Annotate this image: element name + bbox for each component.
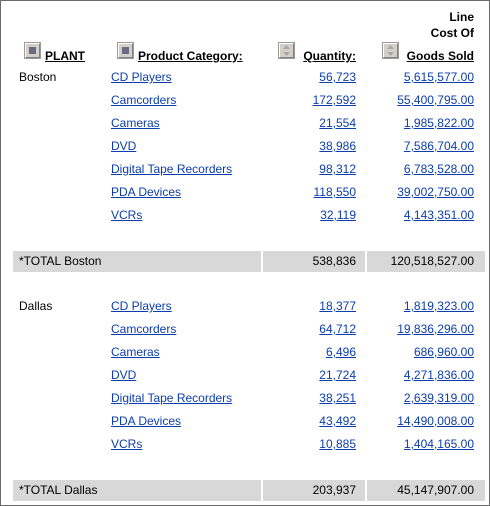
total-label: *TOTAL Boston <box>19 254 102 268</box>
table-row: PDA Devices 118,550 39,002,750.00 <box>1 182 489 205</box>
table-row: Boston CD Players 56,723 5,615,577.00 <box>1 67 489 90</box>
table-row: Cameras 21,554 1,985,822.00 <box>1 113 489 136</box>
table-row: Digital Tape Recorders 38,251 2,639,319.… <box>1 388 489 411</box>
header-quantity: Quantity: <box>303 49 356 63</box>
square-icon <box>122 47 129 54</box>
total-quantity: 538,836 <box>312 254 356 268</box>
header-category: Product Category: <box>138 49 243 63</box>
total-row: *TOTAL Boston 538,836 120,518,527.00 <box>13 251 485 272</box>
category-link[interactable]: CD Players <box>111 70 172 84</box>
category-link[interactable]: Cameras <box>111 345 160 359</box>
category-link[interactable]: CD Players <box>111 299 172 313</box>
cost-link[interactable]: 2,639,319.00 <box>403 391 474 405</box>
category-link[interactable]: VCRs <box>111 208 143 222</box>
table-row: PDA Devices 43,492 14,490,008.00 <box>1 411 489 434</box>
table-row: VCRs 10,885 1,404,165.00 <box>1 434 489 457</box>
category-link[interactable]: PDA Devices <box>111 414 182 428</box>
quantity-link[interactable]: 38,986 <box>319 139 356 153</box>
quantity-link[interactable]: 38,251 <box>319 391 356 405</box>
category-sort-button[interactable] <box>118 43 133 58</box>
category-link[interactable]: VCRs <box>111 437 143 451</box>
table-row: DVD 38,986 7,586,704.00 <box>1 136 489 159</box>
cost-link[interactable]: 686,960.00 <box>413 345 474 359</box>
category-link[interactable]: DVD <box>111 368 137 382</box>
quantity-link[interactable]: 172,592 <box>312 93 356 107</box>
total-cost: 45,147,907.00 <box>397 483 474 497</box>
header-cost: Goods Sold <box>406 49 474 63</box>
category-link[interactable]: Digital Tape Recorders <box>111 162 233 176</box>
total-label-cell: *TOTAL Boston <box>13 251 261 272</box>
quantity-link[interactable]: 118,550 <box>313 185 357 199</box>
cost-link[interactable]: 4,143,351.00 <box>403 208 474 222</box>
cost-link[interactable]: 39,002,750.00 <box>397 185 474 199</box>
category-link[interactable]: Cameras <box>111 116 160 130</box>
cost-sort-button[interactable] <box>383 43 398 58</box>
sort-arrows-icon <box>387 45 394 56</box>
category-link[interactable]: Digital Tape Recorders <box>111 391 233 405</box>
cost-link[interactable]: 6,783,528.00 <box>403 162 474 176</box>
quantity-link[interactable]: 18,377 <box>319 299 356 313</box>
total-quantity-cell: 203,937 <box>263 480 365 501</box>
cost-link[interactable]: 55,400,795.00 <box>397 93 474 107</box>
table-row: DVD 21,724 4,271,836.00 <box>1 365 489 388</box>
table-row: VCRs 32,119 4,143,351.00 <box>1 205 489 228</box>
quantity-link[interactable]: 32,119 <box>320 208 356 222</box>
header-plant: PLANT <box>45 49 85 63</box>
quantity-link[interactable]: 43,492 <box>319 414 356 428</box>
header-cost-line1: Line <box>449 10 474 24</box>
square-icon <box>29 47 36 54</box>
table-row: Dallas CD Players 18,377 1,819,323.00 <box>1 296 489 319</box>
quantity-link[interactable]: 21,554 <box>319 116 356 130</box>
cost-link[interactable]: 19,836,296.00 <box>397 322 474 336</box>
header-cost-line2: Cost Of <box>430 26 474 40</box>
quantity-link[interactable]: 6,496 <box>325 345 356 359</box>
total-cost-cell: 45,147,907.00 <box>367 480 485 501</box>
table-row: Camcorders 64,712 19,836,296.00 <box>1 319 489 342</box>
table-row: Cameras 6,496 686,960.00 <box>1 342 489 365</box>
total-label: *TOTAL Dallas <box>19 483 98 497</box>
quantity-sort-button[interactable] <box>279 43 294 58</box>
cost-link[interactable]: 5,615,577.00 <box>403 70 474 84</box>
plant-name: Boston <box>19 70 57 84</box>
cost-link[interactable]: 1,985,822.00 <box>403 116 474 130</box>
quantity-link[interactable]: 21,724 <box>319 368 356 382</box>
cost-link[interactable]: 7,586,704.00 <box>403 139 474 153</box>
quantity-link[interactable]: 64,712 <box>319 322 356 336</box>
plant-name: Dallas <box>19 299 53 313</box>
table-row: Camcorders 172,592 55,400,795.00 <box>1 90 489 113</box>
category-link[interactable]: PDA Devices <box>111 185 182 199</box>
total-quantity-cell: 538,836 <box>263 251 365 272</box>
quantity-link[interactable]: 56,723 <box>319 70 356 84</box>
quantity-link[interactable]: 10,885 <box>319 437 356 451</box>
category-link[interactable]: Camcorders <box>111 93 177 107</box>
total-cost-cell: 120,518,527.00 <box>367 251 485 272</box>
quantity-link[interactable]: 98,312 <box>319 162 356 176</box>
cost-link[interactable]: 4,271,836.00 <box>403 368 474 382</box>
total-cost: 120,518,527.00 <box>390 254 474 268</box>
total-quantity: 203,937 <box>312 483 356 497</box>
cost-link[interactable]: 1,404,165.00 <box>403 437 474 451</box>
total-label-cell: *TOTAL Dallas <box>13 480 261 501</box>
category-link[interactable]: DVD <box>111 139 137 153</box>
table-row: Digital Tape Recorders 98,312 6,783,528.… <box>1 159 489 182</box>
sort-arrows-icon <box>283 45 290 56</box>
cost-link[interactable]: 14,490,008.00 <box>397 414 474 428</box>
total-row: *TOTAL Dallas 203,937 45,147,907.00 <box>13 480 485 501</box>
cost-link[interactable]: 1,819,323.00 <box>403 299 474 313</box>
category-link[interactable]: Camcorders <box>111 322 177 336</box>
plant-sort-button[interactable] <box>25 43 40 58</box>
